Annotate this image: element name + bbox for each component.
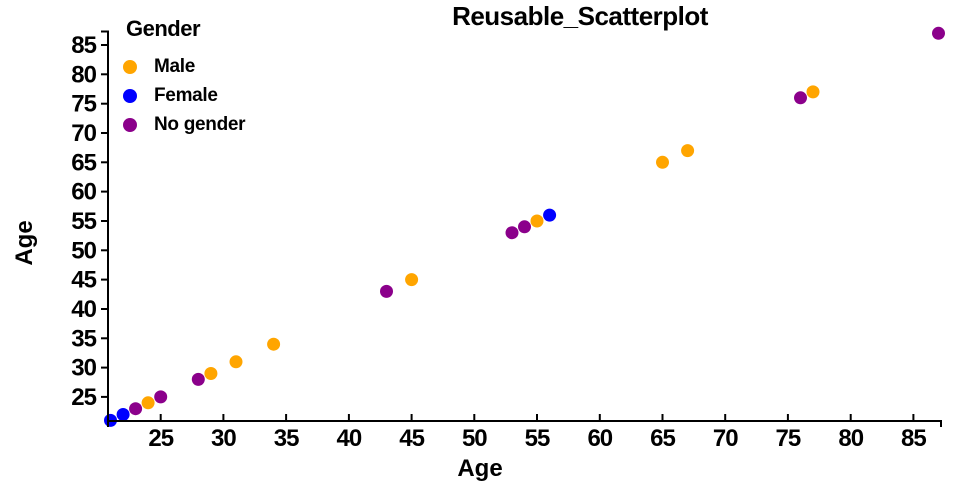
legend-item-no-gender[interactable]: No gender <box>118 110 246 139</box>
data-point-no-gender[interactable] <box>518 220 531 234</box>
legend-items: Male Female No gender <box>118 52 246 139</box>
x-axis: 25 30 35 40 45 50 55 60 65 70 75 80 85 <box>107 414 942 452</box>
x-axis-label: Age <box>457 455 503 482</box>
data-point-no-gender[interactable] <box>380 284 393 298</box>
legend-item-label: Male <box>154 55 196 77</box>
y-tick-label: 25 <box>71 384 96 411</box>
data-point-male[interactable] <box>141 396 155 410</box>
data-point-no-gender[interactable] <box>794 91 807 105</box>
data-point-male[interactable] <box>405 273 419 287</box>
y-tick-label: 40 <box>71 296 96 323</box>
legend-swatch-icon <box>123 117 137 132</box>
x-tick-label: 65 <box>650 425 675 452</box>
data-points-layer <box>104 26 945 427</box>
data-point-no-gender[interactable] <box>932 26 945 40</box>
y-tick-label: 80 <box>71 61 96 88</box>
y-tick-label: 30 <box>71 355 96 382</box>
legend-title: Gender <box>126 16 201 41</box>
x-tick-label: 85 <box>901 425 926 452</box>
y-tick-label: 55 <box>71 208 96 235</box>
legend-swatch-icon <box>123 88 137 103</box>
data-point-no-gender[interactable] <box>505 226 519 240</box>
x-tick-label: 45 <box>399 425 424 452</box>
y-tick-label: 65 <box>71 149 96 176</box>
data-point-male[interactable] <box>806 85 820 99</box>
y-tick-label: 70 <box>71 120 96 147</box>
y-tick-label: 60 <box>71 179 96 206</box>
x-tick-label: 55 <box>525 425 550 452</box>
x-tick-label: 80 <box>838 425 863 452</box>
x-tick-label: 60 <box>587 425 612 452</box>
data-point-male[interactable] <box>267 337 281 351</box>
data-point-male[interactable] <box>204 367 218 380</box>
x-tick-label: 35 <box>274 425 299 452</box>
data-point-no-gender[interactable] <box>191 372 205 386</box>
legend-swatch-icon <box>123 59 137 74</box>
y-tick-label: 35 <box>71 325 96 352</box>
data-point-male[interactable] <box>229 355 243 369</box>
data-point-male[interactable] <box>530 214 544 228</box>
data-point-male[interactable] <box>681 144 695 158</box>
legend-item-label: No gender <box>154 113 246 135</box>
x-tick-label: 70 <box>713 425 738 452</box>
chart-title: Reusable_Scatterplot <box>452 1 708 31</box>
y-tick-label: 50 <box>71 237 96 264</box>
y-tick-label: 85 <box>71 32 96 59</box>
legend-item-male[interactable]: Male <box>118 52 245 81</box>
legend-item-female[interactable]: Female <box>118 81 245 110</box>
y-tick-label: 45 <box>71 267 96 294</box>
y-tick-label: 75 <box>71 91 96 118</box>
data-point-no-gender[interactable] <box>154 390 168 404</box>
data-point-male[interactable] <box>656 155 669 169</box>
data-point-female[interactable] <box>116 408 130 421</box>
legend: Gender Male Female No gender <box>118 16 246 139</box>
x-tick-label: 25 <box>148 425 173 452</box>
x-axis-domain <box>107 420 942 427</box>
x-tick-label: 75 <box>776 425 801 452</box>
x-tick-label: 40 <box>337 425 362 452</box>
data-point-female[interactable] <box>543 208 557 222</box>
x-tick-label: 50 <box>462 425 487 452</box>
legend-item-label: Female <box>154 84 218 106</box>
x-tick-label: 30 <box>211 425 236 452</box>
data-point-no-gender[interactable] <box>129 402 143 416</box>
y-axis-domain <box>101 30 109 421</box>
